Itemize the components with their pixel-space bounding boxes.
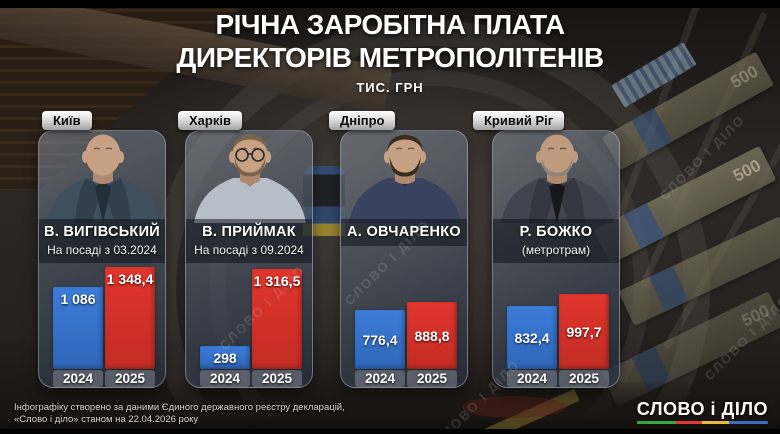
logo-text: СЛОВО і ДІЛО [636, 399, 768, 419]
bar-value-2025: 1 316,5 [253, 273, 301, 289]
panel-card: В. ВИГІВСЬКИЙ На посаді з 03.2024 1 086 … [38, 130, 166, 388]
bar-2024: 832,4 [507, 306, 557, 369]
page-title-line1: РІЧНА ЗАРОБІТНА ПЛАТА [215, 9, 565, 40]
panel-dnipro: Дніпро А. ОВЧАРЕНКО 776,4 888,8 2024 202… [329, 0, 468, 434]
bar-value-2025: 888,8 [414, 327, 450, 344]
bar-2024: 1 086 [53, 287, 103, 369]
portrait-photo [341, 129, 469, 223]
director-note: На посаді з 09.2024 [194, 243, 304, 257]
bar-value-2025: 1 348,4 [106, 271, 154, 287]
panel-kyiv: Київ В. ВИГІВСЬКИЙ На посаді з 03.2024 1… [38, 0, 166, 434]
panel-card: В. ПРИЙМАК На посаді з 09.2024 298 1 316… [185, 130, 313, 388]
director-name: В. ПРИЙМАК [202, 224, 296, 240]
director-name: Р. БОЖКО [519, 224, 593, 240]
slovo-i-dilo-logo: СЛОВО і ДІЛО [636, 399, 768, 424]
name-plate: А. ОВЧАРЕНКО [341, 219, 467, 246]
bar-value-2024: 1 086 [60, 291, 96, 307]
city-label: Кривий Ріг [473, 111, 565, 130]
bar-value-2024: 832,4 [514, 329, 550, 346]
bar-value-2024: 776,4 [362, 331, 398, 348]
header: РІЧНА ЗАРОБІТНА ПЛАТА ДИРЕКТОРІВ МЕТРОПО… [0, 8, 780, 95]
portrait-photo [39, 129, 167, 223]
year-label-2024: 2024 [200, 370, 250, 387]
portrait-photo [493, 129, 621, 223]
logo-underline [636, 421, 768, 424]
bar-2025: 888,8 [407, 302, 457, 369]
bar-value-2025: 997,7 [566, 323, 602, 340]
bar-2025: 1 316,5 [252, 269, 302, 369]
year-label-2025: 2025 [252, 370, 302, 387]
city-label: Дніпро [329, 111, 396, 130]
year-label-2024: 2024 [355, 370, 405, 387]
year-label-2025: 2025 [105, 370, 155, 387]
credit-line1: Інфографіку створено за даними Єдиного д… [14, 402, 345, 413]
year-label-2024: 2024 [507, 370, 557, 387]
city-label: Харків [178, 111, 242, 130]
name-plate: В. ВИГІВСЬКИЙ На посаді з 03.2024 [39, 219, 165, 263]
panel-kryvyi-rih: Кривий Ріг Р. БОЖКО (метротрам) 832,4 99… [473, 0, 620, 434]
credit-line2: «Слово і діло» станом на 22.04.2026 року [14, 413, 199, 425]
panel-card: А. ОВЧАРЕНКО 776,4 888,8 2024 2025 [340, 130, 468, 388]
name-plate: В. ПРИЙМАК На посаді з 09.2024 [186, 219, 312, 263]
director-name: А. ОВЧАРЕНКО [347, 224, 461, 240]
name-plate: Р. БОЖКО (метротрам) [493, 219, 619, 263]
bar-2025: 997,7 [559, 294, 609, 369]
floor-detail [462, 396, 566, 418]
page-title-line2: ДИРЕКТОРІВ МЕТРОПОЛІТЕНІВ [176, 42, 604, 73]
bottom-letterbox [0, 429, 780, 434]
bar-2024: 298 [200, 346, 250, 369]
top-letterbox [0, 0, 780, 8]
year-label-2025: 2025 [407, 370, 457, 387]
year-label-2024: 2024 [53, 370, 103, 387]
units-subtitle: ТИС. ГРН [356, 80, 424, 95]
year-label-2025: 2025 [559, 370, 609, 387]
director-note: (метротрам) [521, 243, 591, 257]
director-note: На посаді з 03.2024 [47, 243, 157, 257]
bar-2025: 1 348,4 [105, 267, 155, 369]
director-name: В. ВИГІВСЬКИЙ [43, 224, 161, 240]
platform-floor [0, 382, 780, 434]
panel-kharkiv: Харків В. ПРИЙМАК На посаді з 09.2024 29… [178, 0, 313, 434]
bar-2024: 776,4 [355, 310, 405, 369]
panel-card: Р. БОЖКО (метротрам) 832,4 997,7 2024 20… [492, 130, 620, 388]
bar-value-2024: 298 [213, 349, 237, 366]
city-label: Київ [42, 111, 92, 130]
credit-text: Інфографіку створено за даними Єдиного д… [14, 402, 345, 425]
portrait-photo [186, 129, 314, 223]
